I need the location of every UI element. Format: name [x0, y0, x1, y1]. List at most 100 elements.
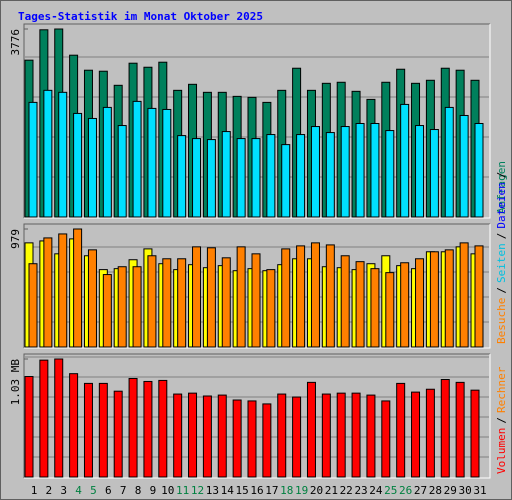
x-tick-label: 30 — [459, 484, 472, 497]
side-label-part: Seiten — [495, 243, 508, 283]
side-label-part: Dateien — [495, 182, 508, 228]
bar — [188, 392, 198, 478]
x-tick-label: 18 — [280, 484, 293, 497]
bar — [54, 358, 64, 478]
bar — [73, 112, 83, 218]
bar — [87, 117, 97, 218]
panel-border-light — [24, 224, 491, 349]
x-tick-label: 11 — [176, 484, 189, 497]
x-tick-label: 9 — [150, 484, 157, 497]
bar — [117, 266, 127, 348]
bar — [206, 247, 216, 348]
bar — [292, 396, 302, 478]
bar — [177, 135, 187, 218]
bar — [444, 249, 454, 348]
y-tick-label: 3776 — [9, 29, 22, 56]
bar — [28, 101, 38, 218]
bar — [429, 251, 439, 348]
bar — [69, 373, 79, 478]
bar — [236, 246, 246, 348]
bar — [206, 139, 216, 218]
x-tick-label: 7 — [120, 484, 127, 497]
bar — [340, 255, 350, 348]
bar — [24, 376, 34, 478]
bar — [355, 122, 365, 218]
bar — [266, 269, 276, 348]
bar — [415, 258, 425, 348]
bar — [455, 381, 465, 478]
side-label: Anfragen — [495, 161, 508, 214]
bar — [28, 263, 38, 348]
bar — [262, 403, 272, 478]
bar — [43, 89, 53, 218]
x-tick-label: 23 — [354, 484, 367, 497]
bar — [296, 134, 306, 218]
bar — [296, 245, 306, 348]
bar — [366, 394, 376, 478]
bar — [400, 262, 410, 348]
bar — [370, 122, 380, 218]
x-tick-label: 31 — [473, 484, 486, 497]
x-tick-label: 8 — [135, 484, 142, 497]
bar — [340, 126, 350, 218]
bar — [251, 253, 261, 348]
bar — [98, 382, 108, 478]
y-tick-label: 979 — [9, 229, 22, 249]
bar — [113, 390, 123, 478]
bar — [385, 130, 395, 218]
bar — [400, 103, 410, 218]
bar — [281, 248, 291, 348]
x-tick-label: 5 — [90, 484, 97, 497]
bar — [474, 245, 484, 348]
bar — [440, 379, 450, 478]
bar — [73, 228, 83, 348]
bar — [459, 242, 469, 348]
bar — [396, 382, 406, 478]
bar — [132, 100, 142, 218]
panel-border-light — [24, 354, 491, 479]
bar — [444, 106, 454, 218]
bar — [158, 379, 168, 478]
x-tick-label: 12 — [191, 484, 204, 497]
bar — [381, 400, 391, 478]
bar — [277, 393, 287, 478]
bar — [221, 257, 231, 348]
x-tick-label: 29 — [444, 484, 457, 497]
side-label-part: Anfragen — [495, 161, 508, 214]
side-label-part: Besuche — [495, 298, 508, 344]
x-tick-label: 4 — [75, 484, 82, 497]
side-label-part: / — [495, 172, 508, 179]
side-label-part: / — [495, 287, 508, 294]
x-tick-label: 28 — [429, 484, 442, 497]
bar — [370, 268, 380, 348]
x-tick-label: 21 — [325, 484, 338, 497]
bar — [474, 122, 484, 218]
bar — [83, 382, 93, 478]
bar — [39, 359, 49, 478]
x-tick-label: 22 — [340, 484, 353, 497]
bar — [128, 377, 138, 478]
bar — [232, 399, 242, 478]
x-tick-label: 25 — [384, 484, 397, 497]
bar — [429, 129, 439, 218]
bar — [162, 108, 172, 218]
bar — [143, 380, 153, 478]
bar — [425, 388, 435, 478]
bar — [192, 138, 202, 218]
side-label-part: Volumen — [495, 428, 508, 474]
bar — [355, 261, 365, 348]
bar — [411, 391, 421, 478]
x-tick-label: 19 — [295, 484, 308, 497]
bar — [415, 125, 425, 218]
bar — [251, 138, 261, 218]
bar — [147, 255, 157, 348]
bar — [58, 91, 68, 218]
bar — [306, 381, 316, 478]
x-tick-label: 26 — [399, 484, 412, 497]
side-label-part: / — [495, 233, 508, 240]
side-label: Besuche / Seiten / Dateien / — [495, 172, 508, 344]
x-tick-label: 3 — [60, 484, 67, 497]
bar — [325, 244, 335, 348]
bar — [117, 125, 127, 218]
